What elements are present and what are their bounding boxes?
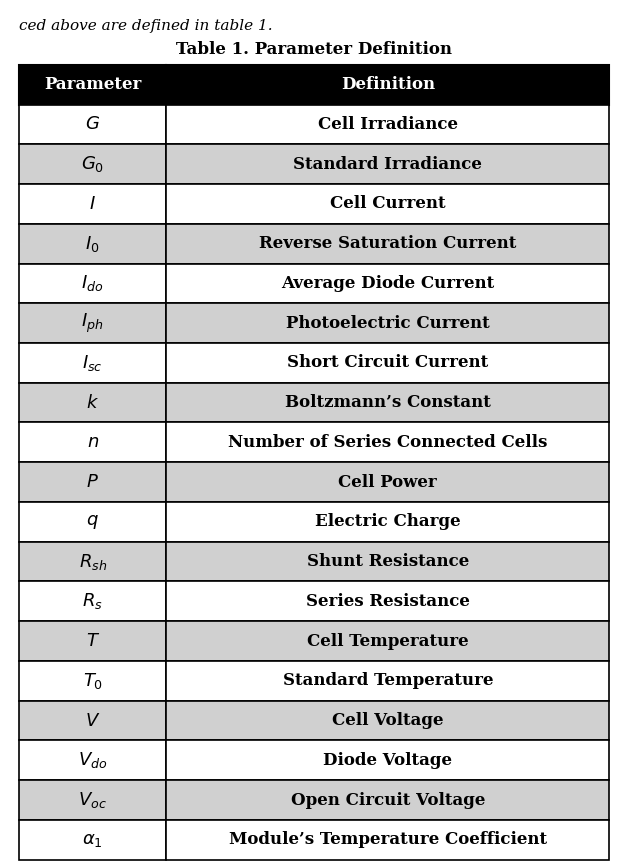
Text: Parameter: Parameter [44, 76, 141, 93]
Text: $V$: $V$ [85, 712, 100, 729]
Bar [166, 105, 609, 144]
Bar [19, 303, 166, 343]
Bar [166, 65, 609, 105]
Bar [19, 184, 166, 224]
Bar [166, 343, 609, 383]
Text: Shunt Resistance: Shunt Resistance [306, 553, 469, 570]
Bar [19, 105, 166, 144]
Bar [19, 502, 166, 542]
Text: Average Diode Current: Average Diode Current [281, 275, 494, 292]
Text: Short Circuit Current: Short Circuit Current [287, 354, 489, 372]
Text: $I_{sc}$: $I_{sc}$ [82, 353, 103, 373]
Text: Definition: Definition [341, 76, 435, 93]
Bar [19, 144, 166, 184]
Bar [166, 144, 609, 184]
Bar [166, 661, 609, 701]
Text: $k$: $k$ [86, 394, 99, 411]
Bar [19, 224, 166, 264]
Bar [166, 542, 609, 581]
Bar [19, 581, 166, 621]
Text: Cell Irradiance: Cell Irradiance [318, 116, 458, 133]
Text: $n$: $n$ [87, 434, 99, 451]
Text: Cell Voltage: Cell Voltage [332, 712, 443, 729]
Bar [166, 502, 609, 542]
Text: $I$: $I$ [89, 195, 96, 213]
Text: $G_{0}$: $G_{0}$ [81, 154, 104, 175]
Text: $R_{s}$: $R_{s}$ [82, 591, 103, 612]
Bar [166, 701, 609, 740]
Bar [166, 740, 609, 780]
Bar [166, 422, 609, 462]
Text: Diode Voltage: Diode Voltage [323, 752, 452, 769]
Text: Reverse Saturation Current: Reverse Saturation Current [259, 235, 516, 252]
Bar [19, 383, 166, 422]
Bar [19, 343, 166, 383]
Bar [19, 661, 166, 701]
Text: $I_{0}$: $I_{0}$ [85, 233, 100, 254]
Text: ced above are defined in table 1.: ced above are defined in table 1. [19, 19, 273, 33]
Text: Electric Charge: Electric Charge [315, 513, 460, 530]
Bar [19, 621, 166, 661]
Bar [19, 701, 166, 740]
Text: $q$: $q$ [86, 513, 99, 530]
Text: $T$: $T$ [85, 632, 100, 650]
Text: $T_{0}$: $T_{0}$ [82, 670, 103, 691]
Text: Module’s Temperature Coefficient: Module’s Temperature Coefficient [229, 831, 547, 848]
Text: Cell Power: Cell Power [338, 473, 437, 491]
Bar [19, 65, 166, 105]
Text: $V_{do}$: $V_{do}$ [78, 750, 107, 771]
Text: Cell Current: Cell Current [330, 195, 446, 213]
Bar [166, 264, 609, 303]
Text: Open Circuit Voltage: Open Circuit Voltage [291, 791, 485, 809]
Text: Boltzmann’s Constant: Boltzmann’s Constant [285, 394, 490, 411]
Bar [166, 303, 609, 343]
Bar [166, 780, 609, 820]
Bar [166, 621, 609, 661]
Bar [166, 581, 609, 621]
Text: $V_{oc}$: $V_{oc}$ [78, 790, 107, 810]
Text: $I_{ph}$: $I_{ph}$ [82, 312, 104, 334]
Bar [19, 780, 166, 820]
Bar [166, 820, 609, 860]
Bar [166, 224, 609, 264]
Bar [19, 264, 166, 303]
Text: Cell Temperature: Cell Temperature [307, 632, 468, 650]
Text: Photoelectric Current: Photoelectric Current [286, 314, 490, 332]
Bar [19, 462, 166, 502]
Bar [19, 542, 166, 581]
Text: $R_{sh}$: $R_{sh}$ [78, 551, 107, 572]
Bar [19, 422, 166, 462]
Bar [166, 383, 609, 422]
Text: $\alpha_{1}$: $\alpha_{1}$ [82, 831, 103, 848]
Text: $I_{do}$: $I_{do}$ [82, 273, 104, 294]
Text: $G$: $G$ [85, 116, 100, 133]
Text: Table 1. Parameter Definition: Table 1. Parameter Definition [176, 41, 452, 59]
Text: Series Resistance: Series Resistance [306, 593, 470, 610]
Text: $P$: $P$ [86, 473, 99, 491]
Text: Number of Series Connected Cells: Number of Series Connected Cells [228, 434, 548, 451]
Text: Standard Irradiance: Standard Irradiance [293, 156, 482, 173]
Bar [166, 184, 609, 224]
Bar [19, 740, 166, 780]
Bar [19, 820, 166, 860]
Text: Standard Temperature: Standard Temperature [283, 672, 493, 689]
Bar [166, 462, 609, 502]
